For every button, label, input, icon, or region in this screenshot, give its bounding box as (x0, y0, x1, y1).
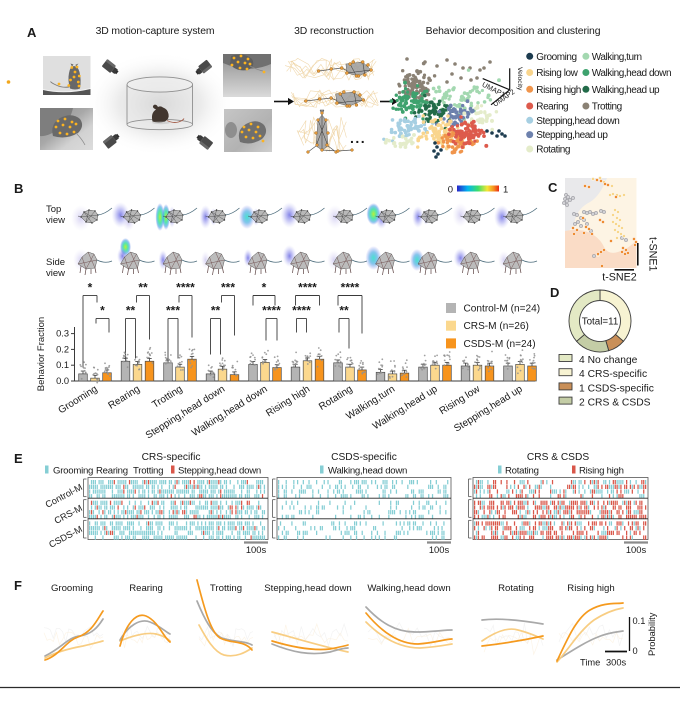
svg-text:****: **** (341, 281, 360, 295)
svg-text:Behavior Fraction: Behavior Fraction (36, 317, 47, 391)
svg-text:Rearing: Rearing (96, 466, 128, 477)
svg-text:Probability: Probability (647, 612, 657, 656)
svg-text:Walking,head down: Walking,head down (367, 583, 450, 594)
svg-text:Rising high: Rising high (579, 466, 624, 477)
svg-text:Trotting: Trotting (592, 102, 622, 113)
svg-text:0.3: 0.3 (56, 329, 69, 339)
svg-text:0.2: 0.2 (56, 344, 69, 354)
svg-text:***: *** (166, 304, 180, 318)
svg-text:*: * (100, 304, 105, 318)
svg-text:0: 0 (448, 185, 453, 196)
svg-text:CSDS-specific: CSDS-specific (331, 452, 397, 463)
svg-text:**: ** (339, 304, 349, 318)
svg-text:Walking,head down: Walking,head down (328, 466, 407, 477)
svg-text:*: * (262, 281, 267, 295)
svg-text:CSDS-M (n=24): CSDS-M (n=24) (464, 339, 536, 350)
svg-text:Trotting: Trotting (133, 466, 163, 477)
svg-text:Stepping,head up: Stepping,head up (536, 130, 608, 141)
svg-text:Grooming: Grooming (53, 466, 93, 477)
svg-text:**: ** (126, 304, 136, 318)
svg-text:t-SNE1: t-SNE1 (647, 237, 659, 272)
svg-text:Rotating: Rotating (498, 583, 534, 594)
svg-text:Rising high: Rising high (567, 583, 614, 594)
svg-text:1 CSDS-specific: 1 CSDS-specific (579, 383, 654, 394)
svg-text:C: C (548, 180, 558, 195)
svg-text:Grooming: Grooming (51, 583, 93, 594)
svg-text:Rotating: Rotating (505, 466, 539, 477)
svg-text:0.1: 0.1 (633, 616, 646, 626)
svg-text:****: **** (292, 304, 311, 318)
svg-text:Rearing: Rearing (536, 102, 568, 113)
svg-text:Stepping,head down: Stepping,head down (178, 466, 261, 477)
svg-text:4 CRS-specific: 4 CRS-specific (579, 369, 647, 380)
svg-text:Rotating: Rotating (536, 145, 570, 156)
svg-text:Rising low: Rising low (536, 68, 578, 79)
svg-text:100s: 100s (626, 544, 647, 555)
svg-text:...: ... (350, 130, 366, 146)
svg-text:Rising high: Rising high (536, 85, 581, 96)
svg-text:****: **** (298, 281, 317, 295)
svg-text:**: ** (211, 304, 221, 318)
svg-text:4 No change: 4 No change (579, 355, 638, 366)
svg-text:F: F (14, 578, 22, 593)
svg-text:Walking,head down: Walking,head down (592, 68, 671, 79)
svg-text:300s: 300s (606, 658, 627, 668)
svg-text:Behavior decomposition and clu: Behavior decomposition and clustering (426, 26, 601, 37)
svg-text:2 CRS & CSDS: 2 CRS & CSDS (579, 398, 651, 409)
svg-text:CRS & CSDS: CRS & CSDS (527, 452, 589, 463)
svg-text:E: E (14, 451, 23, 466)
svg-text:Velocity: Velocity (516, 67, 523, 91)
svg-text:view: view (46, 268, 65, 279)
svg-text:****: **** (262, 304, 281, 318)
svg-text:***: *** (221, 281, 235, 295)
svg-text:100s: 100s (246, 544, 267, 555)
svg-text:Stepping,head down: Stepping,head down (264, 583, 351, 594)
svg-text:Time: Time (580, 658, 600, 668)
svg-text:Walking,head up: Walking,head up (592, 85, 660, 96)
svg-text:D: D (550, 285, 559, 300)
svg-text:****: **** (176, 281, 195, 295)
svg-text:CRS-M (n=26): CRS-M (n=26) (464, 321, 529, 332)
svg-text:view: view (46, 215, 65, 226)
svg-text:Top: Top (46, 204, 61, 215)
svg-text:CRS-specific: CRS-specific (142, 452, 201, 463)
svg-text:0: 0 (633, 646, 638, 656)
svg-text:*: * (88, 281, 93, 295)
svg-text:Side: Side (46, 257, 65, 268)
svg-text:Walking,turn: Walking,turn (592, 52, 642, 63)
svg-text:Rearing: Rearing (129, 583, 163, 594)
svg-text:3D motion-capture system: 3D motion-capture system (96, 26, 215, 37)
svg-text:Control-M (n=24): Control-M (n=24) (464, 304, 541, 315)
svg-text:Total=11: Total=11 (582, 317, 619, 328)
svg-text:t-SNE2: t-SNE2 (602, 272, 637, 284)
svg-text:Trotting: Trotting (210, 583, 242, 594)
svg-text:1: 1 (503, 185, 508, 196)
svg-text:3D reconstruction: 3D reconstruction (294, 26, 374, 37)
svg-text:Stepping,head down: Stepping,head down (536, 116, 619, 127)
svg-text:100s: 100s (429, 544, 450, 555)
svg-text:Grooming: Grooming (536, 52, 576, 63)
svg-text:B: B (14, 181, 23, 196)
svg-text:0.0: 0.0 (56, 376, 69, 386)
svg-text:0.1: 0.1 (56, 360, 69, 370)
svg-text:A: A (27, 25, 37, 40)
svg-text:**: ** (138, 281, 148, 295)
